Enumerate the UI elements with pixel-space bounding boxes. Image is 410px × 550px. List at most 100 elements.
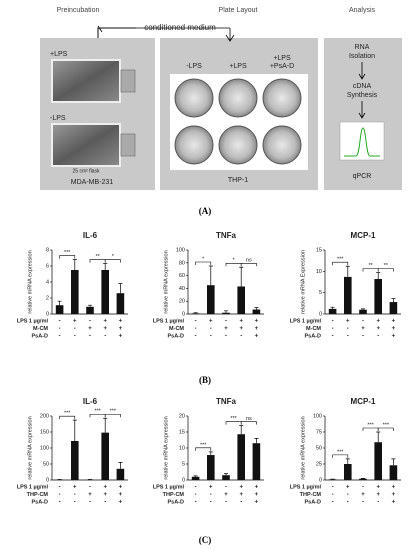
condition: - xyxy=(59,334,61,340)
panel-label: (B) xyxy=(199,375,211,385)
error-bar xyxy=(254,307,259,310)
bar xyxy=(374,442,382,480)
condition: - xyxy=(195,334,197,340)
y-tick-label: 25 xyxy=(316,461,322,467)
sig-bracket xyxy=(59,255,76,259)
condition: + xyxy=(376,485,380,491)
y-axis-label: relative mRNA Expression xyxy=(300,250,306,314)
plate-column: +LPS xyxy=(229,63,247,70)
well xyxy=(174,78,214,118)
row-label: PsA-D xyxy=(304,333,321,339)
error-bar xyxy=(239,425,244,435)
qpcr-plot xyxy=(339,121,385,161)
error-bar xyxy=(254,438,259,444)
step: Synthesis xyxy=(347,92,378,99)
row-label: LPS 1 µg/ml xyxy=(17,318,49,324)
sig-bracket xyxy=(332,261,349,266)
condition: + xyxy=(239,485,243,491)
y-tick-label: 0 xyxy=(182,477,185,483)
condition: + xyxy=(255,492,259,498)
row-label: M-CM xyxy=(169,326,184,332)
sig-bracket xyxy=(104,413,121,418)
sig-label: * xyxy=(233,258,236,264)
row-label: THP-CM xyxy=(163,492,185,498)
condition: + xyxy=(119,334,123,340)
condition: + xyxy=(392,500,396,506)
condition: - xyxy=(332,334,334,340)
condition: - xyxy=(362,500,364,506)
condition: - xyxy=(195,485,197,491)
condition: + xyxy=(224,492,228,498)
condition: + xyxy=(255,326,259,332)
condition: - xyxy=(240,500,242,506)
y-axis-label: relative mRNA expression xyxy=(300,416,306,479)
sig-label: *** xyxy=(200,442,207,448)
y-tick-label: 60 xyxy=(179,273,185,279)
condition: + xyxy=(361,326,365,332)
error-bar xyxy=(103,417,108,433)
header: Analysis xyxy=(349,7,376,14)
error-bar xyxy=(193,312,198,314)
well xyxy=(262,78,302,118)
row-label: LPS 1 µg/ml xyxy=(290,484,322,490)
well xyxy=(218,125,258,165)
condition: + xyxy=(255,485,259,491)
bar xyxy=(237,286,245,314)
bar xyxy=(191,476,200,480)
panel-a: Preincubation Plate Layout Analysis cond… xyxy=(40,7,402,216)
condition: + xyxy=(88,492,92,498)
error-bar xyxy=(208,265,213,286)
sig-bracket xyxy=(377,427,394,431)
sig-label: * xyxy=(202,256,205,262)
y-tick-label: 20 xyxy=(179,413,185,419)
bar xyxy=(222,475,230,480)
bar xyxy=(101,270,109,314)
y-tick-label: 150 xyxy=(40,429,49,435)
condition: + xyxy=(392,334,396,340)
condition: + xyxy=(119,500,123,506)
y-tick-label: 0 xyxy=(319,477,322,483)
condition: + xyxy=(255,334,259,340)
bar xyxy=(359,478,367,480)
condition: + xyxy=(209,319,213,325)
sig-label: *** xyxy=(94,409,101,415)
error-bar xyxy=(72,259,77,270)
y-tick-label: 15 xyxy=(179,429,185,435)
y-axis-label: relative mRNA expression xyxy=(27,416,33,479)
bar xyxy=(344,464,352,480)
sig-bracket xyxy=(377,268,394,272)
y-tick-label: 100 xyxy=(313,413,322,419)
condition: - xyxy=(59,492,61,498)
condition: - xyxy=(362,485,364,491)
row-label: PsA-D xyxy=(31,333,48,339)
condition: + xyxy=(88,326,92,332)
bar xyxy=(55,305,64,314)
condition: - xyxy=(377,334,379,340)
flask-neck xyxy=(120,133,136,157)
condition: - xyxy=(347,500,349,506)
y-tick-label: 100 xyxy=(40,445,49,451)
condition: + xyxy=(73,485,77,491)
bar xyxy=(71,270,79,314)
row-label: M-CM xyxy=(33,326,48,332)
y-axis-label: relative mRNA expression xyxy=(163,416,169,479)
row-label: PsA-D xyxy=(167,333,184,339)
condition: - xyxy=(210,326,212,332)
condition: - xyxy=(89,485,91,491)
y-tick-label: 20 xyxy=(179,299,185,305)
error-bar xyxy=(391,458,396,466)
y-axis-label: relative mRNA expression xyxy=(27,250,33,313)
condition: - xyxy=(377,500,379,506)
error-bar xyxy=(118,283,123,294)
sig-label: ** xyxy=(95,254,100,260)
header: Preincubation xyxy=(57,7,100,14)
chart-title: TNFa xyxy=(216,231,237,240)
condition: + xyxy=(376,492,380,498)
sig-label: *** xyxy=(367,422,374,428)
condition: - xyxy=(104,334,106,340)
condition: + xyxy=(103,326,107,332)
chart-title: IL-6 xyxy=(83,397,98,406)
sig-label: *** xyxy=(64,250,71,256)
flask xyxy=(51,59,121,103)
